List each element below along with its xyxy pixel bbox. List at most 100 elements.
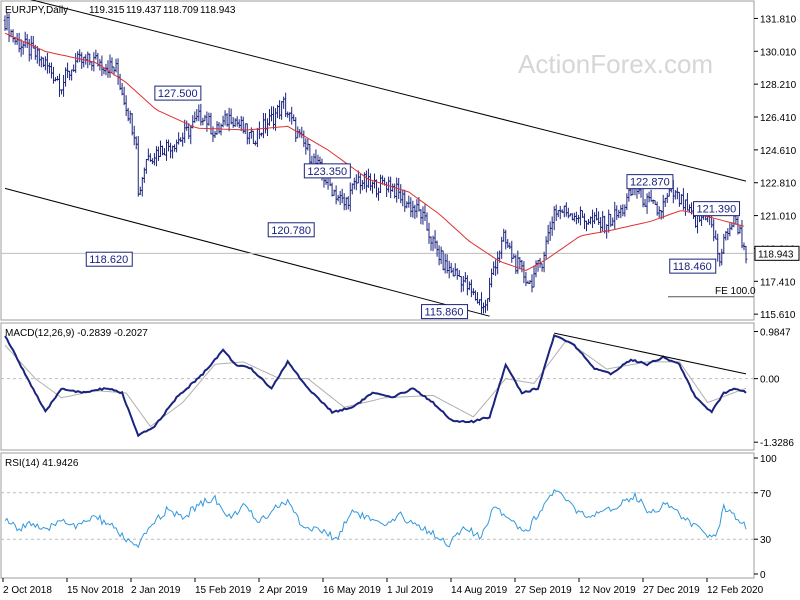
moving-average-line [4,32,745,272]
ohlc-bar [90,61,94,71]
ohlc-bar [201,117,205,126]
last-price-box [754,245,800,261]
macd-trendline [554,332,747,375]
ohlc-bar [177,132,180,145]
ohlc-bar [558,205,562,220]
ohlc-bar [591,209,594,229]
price-tick-label: 128.210 [760,80,797,91]
ohlc-bar [56,75,59,81]
ohlc-bar [290,106,294,125]
ohlc-bar [716,233,720,262]
annotation-box [669,258,717,274]
ohlc-bar [649,189,653,202]
ohlc-open: 119.315 [89,5,125,16]
ohlc-bar [647,191,651,203]
ohlc-bar [203,114,207,122]
last-price-text: 118.943 [758,249,794,260]
ohlc-bar [213,130,217,139]
ohlc-bar [300,126,304,139]
ohlc-bar [688,204,691,213]
ohlc-bar [710,214,713,228]
ohlc-bar [676,187,679,200]
price-title: EURJPY,Daily [5,5,68,16]
ohlc-bar [189,125,193,145]
rsi-tick-label: 0 [760,570,766,581]
ohlc-bar [419,209,423,225]
ohlc-bar [44,56,47,71]
ohlc-bar [468,281,471,291]
ohlc-bar [455,268,459,280]
ohlc-bar [435,240,439,257]
price-tick-label: 121.010 [760,212,797,223]
fe-label: FE 100.0 [715,286,756,297]
ohlc-bar [336,194,340,202]
ohlc-bar [52,66,55,84]
ohlc-bar [512,253,516,259]
ohlc-bar [239,115,243,132]
ohlc-bar [361,179,364,191]
ohlc-bar [171,145,174,159]
annotation-box [626,174,674,190]
ohlc-bar [88,53,92,66]
ohlc-bar [78,49,82,63]
ohlc-bar [492,261,495,275]
ohlc-bar [657,206,661,218]
macd-tick-label: 0.9847 [760,328,791,339]
rsi-line [4,488,747,549]
ohlc-bar [621,204,625,217]
ohlc-bar [245,123,249,145]
ohlc-bar [387,176,390,193]
ohlc-bar [346,196,350,210]
ohlc-bar [74,53,77,73]
annotation-box [154,85,202,101]
ohlc-bar [532,265,536,288]
ohlc-close: 118.943 [200,5,236,16]
ohlc-bar [395,177,399,203]
price-tick-label: 126.410 [760,113,797,124]
macd-title: MACD(12,26,9) -0.2839 -0.2027 [5,328,148,339]
ohlc-bar [585,220,588,232]
price-tick-label: 122.810 [760,179,797,190]
ohlc-bar [19,39,23,57]
ohlc-bar [38,48,41,67]
ohlc-bar [504,229,508,250]
ohlc-bar [106,60,110,78]
annotation-text: 122.870 [630,177,670,189]
ohlc-bar [82,56,86,68]
ohlc-bar [248,131,251,145]
ohlc-bar [153,153,156,166]
ohlc-bar [151,158,154,165]
ohlc-bar [110,57,114,74]
ohlc-bar [472,288,475,296]
ohlc-bar [554,204,558,222]
ohlc-bar [722,233,726,254]
ohlc-bar [136,136,140,197]
ohlc-bar [510,240,514,263]
ohlc-bar [573,212,576,222]
ohlc-bar [120,82,124,96]
ohlc-bar [484,299,487,313]
x-tick-label: 27 Dec 2019 [643,585,700,596]
x-tick-label: 2 Oct 2018 [3,585,52,596]
ohlc-bar [262,112,265,139]
ohlc-bar [457,270,461,278]
ohlc-bar [405,201,409,209]
ohlc-bar [623,204,627,217]
ohlc-bar [175,139,178,153]
ohlc-bar [355,174,358,191]
ohlc-bar [740,220,744,249]
ohlc-bar [567,207,570,219]
annotation-box [303,163,351,179]
annotation-text: 115.860 [425,307,464,319]
ohlc-bar [425,212,429,231]
ohlc-bar [209,112,213,135]
ohlc-bar [268,109,271,126]
ohlc-bar [365,170,368,193]
price-annotation: 127.500 [154,85,202,101]
ohlc-bar [340,188,344,204]
ohlc-bar [76,51,79,63]
ohlc-bar [548,221,552,241]
ohlc-bar [116,58,120,85]
ohlc-bar [199,103,203,126]
ohlc-bar [502,228,506,242]
